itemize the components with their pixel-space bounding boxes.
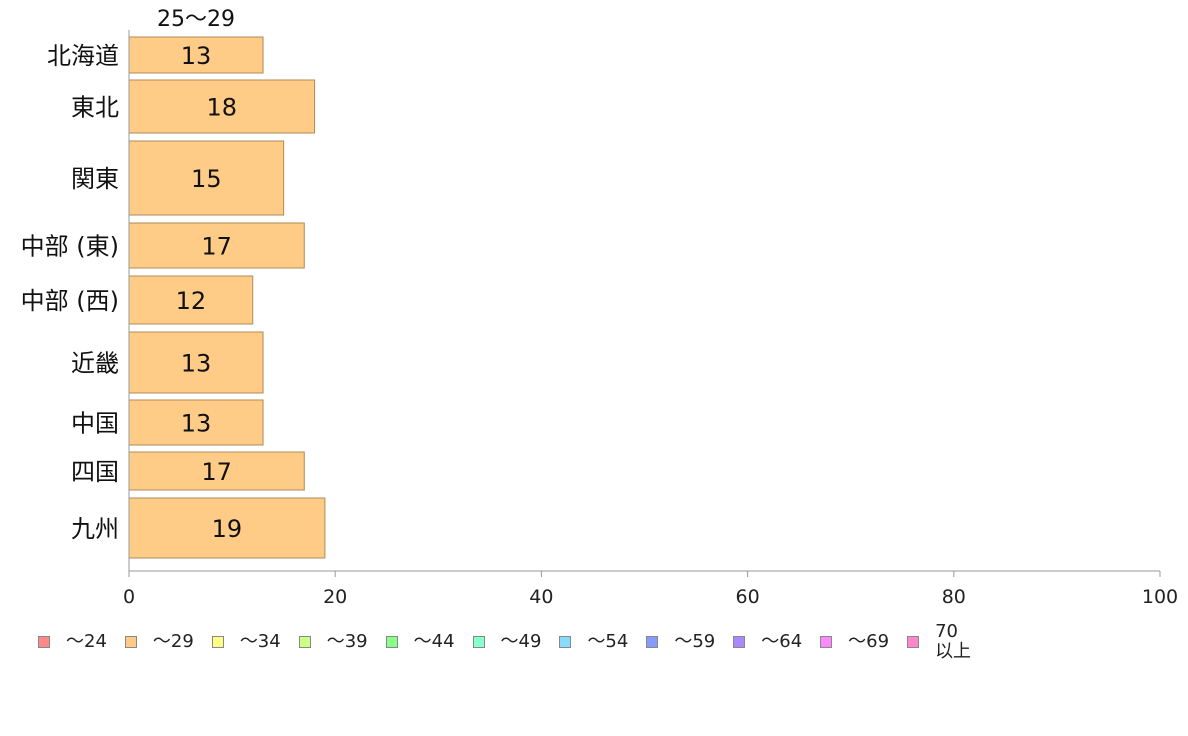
series-top-label: 25〜29	[157, 7, 235, 32]
legend-item: 〜34	[211, 631, 281, 652]
category-label: 中部 (西)	[21, 287, 119, 315]
category-label: 関東	[71, 165, 119, 193]
bar-value-label: 15	[191, 165, 222, 193]
category-label: 九州	[71, 515, 119, 543]
bar	[128, 399, 264, 446]
category-label: 中部 (東)	[21, 233, 119, 261]
legend-swatch	[820, 636, 833, 648]
legend-item: 〜54	[559, 632, 628, 652]
legend-swatch	[472, 636, 485, 648]
bar-value-label: 17	[201, 233, 232, 261]
legend-swatch	[211, 636, 224, 648]
legend-label: 〜49	[500, 631, 542, 652]
legend-swatch	[38, 636, 50, 648]
bar	[128, 222, 305, 269]
category-label: 四国	[71, 458, 119, 486]
x-tick-label: 0	[123, 586, 135, 608]
x-tick-label: 40	[529, 586, 553, 608]
legend-swatch	[559, 636, 572, 648]
legend-item: 〜29	[124, 631, 194, 652]
bar	[128, 331, 264, 394]
legend-label: 〜29	[152, 631, 194, 652]
legend-item: 〜64	[733, 632, 802, 652]
legend-label: 〜54	[587, 631, 629, 652]
legend-label: 〜24	[66, 631, 107, 652]
x-tick-label: 80	[942, 586, 966, 608]
legend-item: 〜39	[298, 631, 368, 652]
category-label: 北海道	[47, 42, 119, 70]
x-tick-label: 100	[1142, 586, 1178, 608]
bar-value-label: 13	[181, 410, 212, 438]
legend-label: 70 以上	[935, 621, 972, 662]
legend-item: 〜69	[820, 632, 889, 652]
legend-swatch	[298, 636, 311, 648]
legend-item: 〜59	[646, 632, 715, 652]
bar-value-label: 13	[181, 42, 212, 70]
bar-value-label: 13	[181, 350, 212, 378]
bar-value-label: 18	[207, 94, 238, 122]
legend-label: 〜34	[239, 631, 281, 652]
legend-swatch	[124, 636, 137, 648]
legend-swatch	[385, 636, 398, 648]
category-label: 中国	[71, 410, 119, 438]
legend-label: 〜59	[674, 631, 716, 652]
bar-chart: 13 北海道 18 東北 15 関東 17 中部 (東) 12 中部 (西) 13 近畿 13 中国 17 四…	[21, 7, 1178, 608]
legend-item: 〜44	[385, 631, 455, 652]
x-tick-label: 60	[736, 586, 760, 608]
legend-item: 〜24	[38, 632, 107, 652]
legend-label: 〜44	[413, 631, 455, 652]
x-tick-label: 20	[323, 586, 347, 608]
bars-layer: 13 北海道 18 東北 15 関東 17 中部 (東) 12 中部 (西) 13 近畿 13 中国 17 四…	[21, 36, 326, 559]
x-axis: 0 20 40 60 80 100	[123, 30, 1178, 608]
bar	[128, 36, 264, 74]
bar-value-label: 19	[212, 515, 243, 543]
category-label: 東北	[71, 94, 119, 122]
legend-label: 〜69	[848, 631, 890, 652]
legend-swatch	[907, 636, 920, 648]
bar	[128, 275, 254, 325]
legend: 〜24 〜29 〜34 〜39 〜44 〜49 〜54 〜59 〜64 〜69 70 以上	[38, 620, 989, 664]
legend-label: 〜39	[326, 631, 368, 652]
bar-value-label: 12	[176, 287, 207, 315]
bar	[128, 79, 316, 134]
category-label: 近畿	[71, 350, 119, 378]
legend-label: 〜64	[761, 631, 803, 652]
legend-swatch	[733, 636, 746, 648]
bar	[128, 140, 285, 216]
legend-swatch	[646, 636, 659, 648]
bar-value-label: 17	[201, 458, 232, 486]
legend-item: 〜49	[472, 631, 542, 652]
legend-item: 70 以上	[907, 622, 971, 662]
